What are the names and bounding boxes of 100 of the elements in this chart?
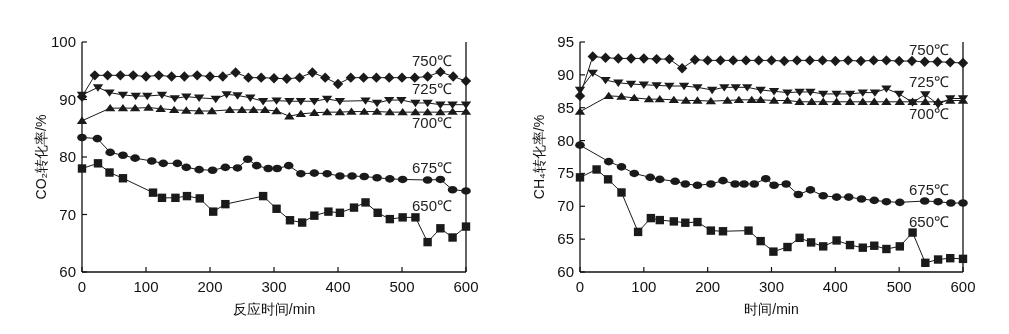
point (629, 169, 640, 178)
point (384, 107, 396, 116)
series-label: 750℃ (908, 41, 949, 59)
point (153, 70, 164, 81)
point (92, 134, 103, 143)
point (206, 106, 218, 115)
point (766, 55, 777, 66)
point (142, 92, 153, 101)
point (919, 56, 930, 67)
point (587, 51, 598, 62)
point (806, 97, 817, 105)
point (309, 108, 320, 116)
point (358, 72, 369, 83)
point (179, 71, 190, 82)
point (692, 181, 703, 190)
point (702, 55, 713, 66)
point (600, 52, 611, 63)
series-label: 700℃ (411, 114, 452, 132)
point (410, 107, 421, 116)
x-tick-label: 300 (758, 278, 785, 295)
series-label: 700℃ (908, 104, 949, 122)
point (230, 67, 241, 78)
point (818, 90, 829, 99)
point (958, 199, 968, 207)
point (396, 72, 408, 83)
point (461, 187, 471, 195)
x-tick-label: 400 (822, 278, 848, 295)
point (220, 163, 231, 172)
y-tick-label: 60 (557, 263, 574, 280)
point (832, 236, 841, 245)
point (676, 63, 688, 74)
point (448, 233, 457, 242)
point (794, 97, 805, 105)
point (435, 175, 446, 184)
point (932, 56, 943, 67)
point (728, 55, 739, 66)
point (157, 193, 167, 203)
x-tick-label: 200 (197, 278, 223, 295)
x-tick-label: 200 (695, 278, 721, 295)
point (782, 96, 793, 104)
point (422, 107, 433, 116)
series-label: 650℃ (908, 213, 949, 231)
x-tick-label: 600 (950, 278, 976, 295)
point (818, 97, 829, 105)
point (617, 188, 626, 197)
point (668, 95, 680, 104)
point (651, 53, 662, 65)
point (958, 254, 968, 264)
point (769, 181, 779, 190)
point (831, 90, 842, 99)
point (384, 72, 395, 83)
point (753, 55, 764, 66)
point (321, 95, 333, 104)
point (296, 169, 306, 178)
point (422, 99, 433, 108)
point (791, 55, 803, 66)
point (654, 175, 665, 184)
point (435, 107, 446, 116)
y-tick-label: 75 (557, 164, 574, 182)
point (869, 196, 880, 205)
point (603, 91, 614, 100)
point (349, 203, 359, 212)
point (693, 217, 702, 227)
point (869, 97, 880, 105)
point (831, 193, 842, 201)
point (651, 82, 662, 90)
point (411, 213, 420, 222)
point (423, 237, 432, 247)
point (371, 72, 382, 83)
x-tick-label: 300 (261, 278, 287, 295)
point (322, 169, 332, 178)
point (921, 258, 930, 267)
point (645, 173, 656, 182)
point (77, 133, 87, 142)
point (210, 95, 221, 104)
point (256, 72, 267, 83)
point (919, 197, 930, 205)
point (104, 103, 116, 112)
point (933, 197, 943, 206)
point (385, 175, 395, 183)
point (629, 93, 640, 102)
point (332, 78, 344, 90)
point (908, 228, 917, 237)
point (858, 243, 867, 252)
point (718, 227, 728, 236)
point (209, 207, 218, 216)
point (575, 141, 585, 149)
y-tick-label: 90 (557, 65, 574, 83)
point (158, 159, 169, 168)
point (842, 55, 854, 66)
point (217, 71, 228, 82)
point (117, 91, 129, 100)
point (706, 226, 716, 235)
point (664, 82, 675, 91)
series-label: 725℃ (411, 80, 452, 98)
point (251, 161, 262, 170)
point (309, 169, 320, 177)
point (625, 80, 637, 89)
point (794, 88, 805, 97)
point (760, 174, 771, 183)
